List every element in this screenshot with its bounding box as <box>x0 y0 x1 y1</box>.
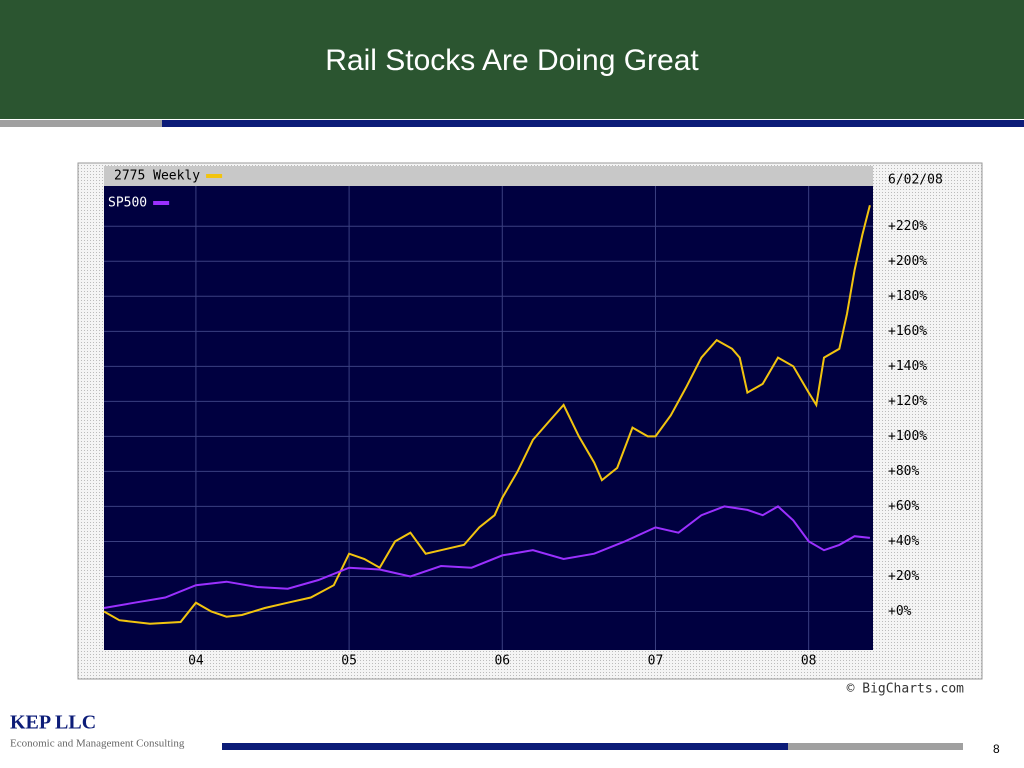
legend-label: SP500 <box>108 196 147 211</box>
y-tick-label: +80% <box>888 464 919 479</box>
legend-label: 2775 Weekly <box>114 169 200 184</box>
series-line <box>103 205 871 625</box>
series-line <box>103 505 871 609</box>
legend-swatch <box>206 174 223 178</box>
legend-swatch <box>153 201 170 205</box>
y-tick-label: +140% <box>888 359 927 374</box>
y-tick-label: +100% <box>888 429 927 444</box>
y-tick-label: +220% <box>888 219 927 234</box>
legend-bar <box>104 166 873 186</box>
x-tick-label: 07 <box>648 654 664 669</box>
x-tick-label: 04 <box>188 654 204 669</box>
x-tick-label: 05 <box>341 654 357 669</box>
x-tick-label: 06 <box>494 654 510 669</box>
plot-area <box>104 186 873 650</box>
date-label: 6/02/08 <box>888 173 943 188</box>
stripe <box>222 743 788 750</box>
x-tick-label: 08 <box>801 654 817 669</box>
y-tick-label: +120% <box>888 394 927 409</box>
y-tick-label: +20% <box>888 569 919 584</box>
source: © BigCharts.com <box>847 682 965 697</box>
stripe <box>162 120 1024 127</box>
y-tick-label: +180% <box>888 289 927 304</box>
y-tick-label: +0% <box>888 604 912 619</box>
y-tick-label: +60% <box>888 499 919 514</box>
company: KEP LLC <box>10 712 96 734</box>
tagline: Economic and Management Consulting <box>10 738 185 750</box>
stripe <box>788 743 963 750</box>
y-tick-label: +40% <box>888 534 919 549</box>
y-tick-label: +160% <box>888 324 927 339</box>
page-number: 8 <box>993 742 1000 756</box>
stripe <box>0 120 162 127</box>
slide-title: Rail Stocks Are Doing Great <box>325 44 699 77</box>
y-tick-label: +200% <box>888 254 927 269</box>
header <box>0 0 1024 119</box>
